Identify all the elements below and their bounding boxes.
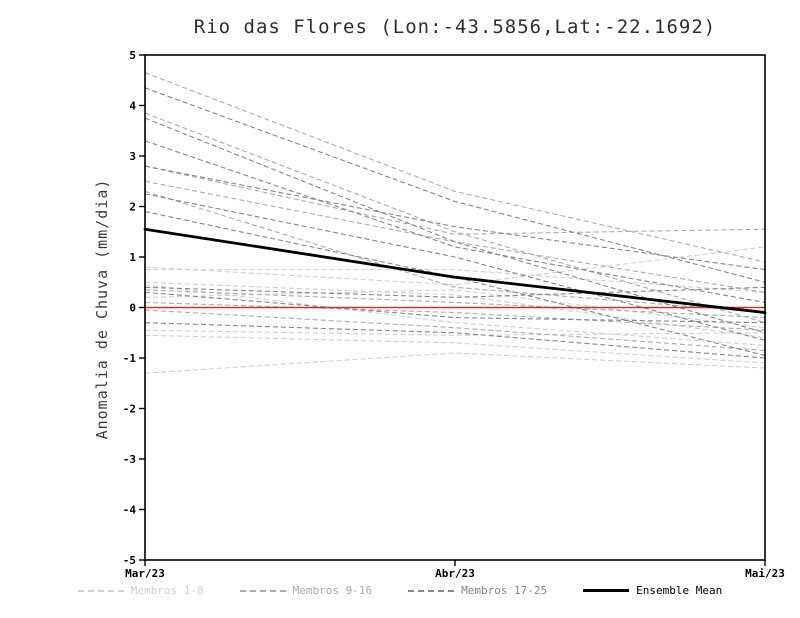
solid-line-sample-icon [583, 589, 630, 592]
dashed-line-sample-icon [77, 589, 124, 592]
dashed-line-sample-icon [408, 589, 455, 592]
svg-text:4: 4 [129, 100, 136, 113]
svg-text:-1: -1 [123, 352, 137, 365]
svg-text:1: 1 [129, 251, 136, 264]
legend-item-membros-9-16: Membros 9-16 [239, 584, 373, 597]
legend-label-ensemble-mean: Ensemble Mean [636, 584, 723, 597]
svg-text:Abr/23: Abr/23 [435, 567, 475, 580]
svg-text:Mai/23: Mai/23 [745, 567, 785, 580]
svg-text:-3: -3 [123, 453, 136, 466]
svg-text:2: 2 [129, 201, 136, 214]
svg-text:-2: -2 [123, 403, 136, 416]
legend-label-membros-1-8: Membros 1-8 [130, 584, 204, 597]
legend: Membros 1-8 Membros 9-16 Membros 17-25 E… [0, 584, 800, 597]
legend-item-ensemble-mean: Ensemble Mean [583, 584, 722, 597]
svg-text:Mar/23: Mar/23 [125, 567, 165, 580]
legend-item-membros-1-8: Membros 1-8 [77, 584, 204, 597]
legend-item-membros-17-25: Membros 17-25 [408, 584, 547, 597]
svg-text:-4: -4 [123, 504, 137, 517]
chart-title: Rio das Flores (Lon:-43.5856,Lat:-22.169… [193, 16, 717, 38]
legend-label-membros-9-16: Membros 9-16 [292, 584, 373, 597]
svg-text:3: 3 [129, 150, 136, 163]
dashed-line-sample-icon [239, 589, 286, 592]
svg-text:-5: -5 [123, 554, 136, 567]
svg-text:5: 5 [129, 49, 136, 62]
legend-label-membros-17-25: Membros 17-25 [461, 584, 548, 597]
svg-text:0: 0 [129, 302, 136, 315]
